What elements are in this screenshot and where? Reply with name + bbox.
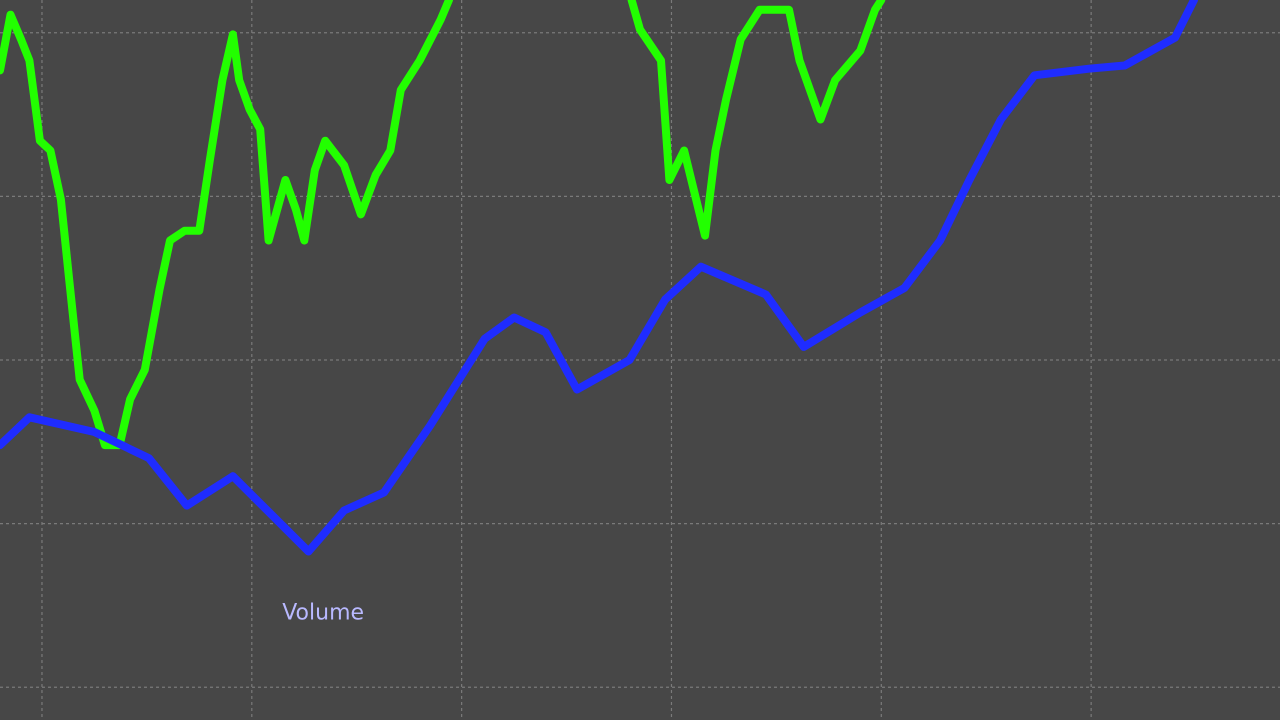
series-line [0,0,1198,556]
series-line [0,0,886,450]
annotation: Volume [282,601,364,626]
